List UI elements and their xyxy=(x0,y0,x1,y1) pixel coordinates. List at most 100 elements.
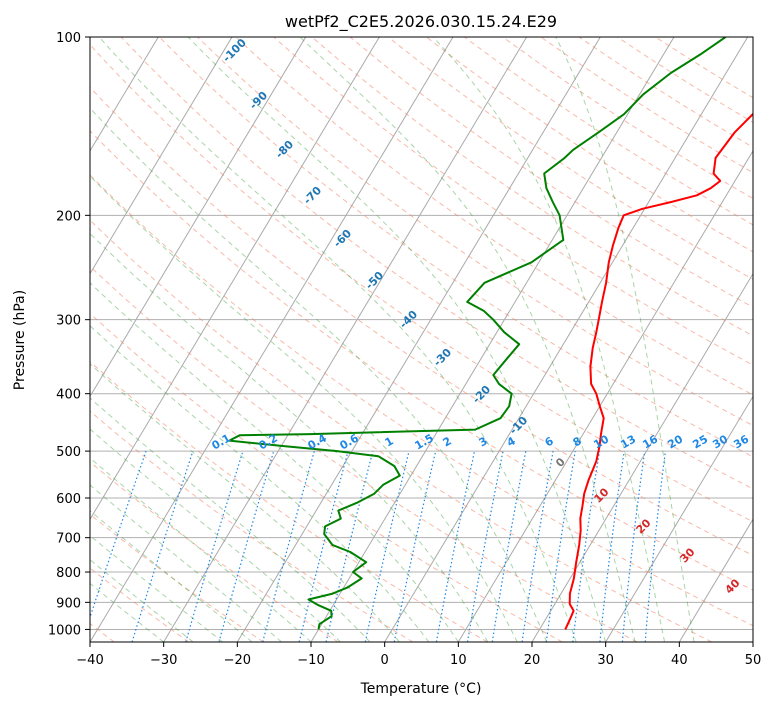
moist-adiabat xyxy=(90,559,194,642)
dry-adiabat xyxy=(90,461,339,642)
dry-adiabat xyxy=(655,37,753,99)
mixing-ratio-label: 6 xyxy=(543,434,556,449)
dry-adiabat xyxy=(616,37,753,123)
mixing-ratio-line xyxy=(644,451,666,642)
mixing-ratio-line xyxy=(621,451,646,642)
x-tick-label: 20 xyxy=(524,653,541,668)
moist-adiabat xyxy=(90,107,548,642)
dewpoint-profile xyxy=(228,37,727,630)
y-tick-label: 600 xyxy=(56,492,81,507)
x-axis-label: Temperature (°C) xyxy=(360,681,482,697)
isotherm xyxy=(236,37,601,642)
y-tick-label: 500 xyxy=(56,445,81,460)
dry-adiabat xyxy=(90,174,753,627)
x-tick-label: 50 xyxy=(745,653,762,668)
isotherm xyxy=(90,37,454,642)
dry-adiabat xyxy=(90,360,488,642)
isotherm xyxy=(90,37,233,275)
isotherm xyxy=(678,518,753,642)
x-tick-label: −10 xyxy=(297,653,324,668)
mixing-ratio-line xyxy=(364,450,410,642)
moist-adiabat xyxy=(432,37,666,642)
isotherm xyxy=(163,37,528,642)
isotherm xyxy=(90,37,159,152)
dry-adiabat xyxy=(90,130,753,591)
moist-adiabat xyxy=(90,282,459,642)
isotherm xyxy=(531,272,753,642)
dry-adiabat xyxy=(120,37,753,490)
moist-adiabat-label: 10 xyxy=(592,485,612,505)
mixing-ratio-line xyxy=(298,450,349,642)
y-tick-label: 800 xyxy=(56,566,81,581)
dry-adiabat xyxy=(90,43,753,523)
mixing-ratio-label: 30 xyxy=(710,432,730,451)
mixing-ratio-label: 36 xyxy=(731,432,751,451)
mixing-ratio-label: 10 xyxy=(591,432,611,451)
dry-adiabat-label: -30 xyxy=(431,346,454,369)
moist-adiabat xyxy=(90,582,164,642)
mixing-ratio-line xyxy=(185,450,244,642)
dry-adiabat-label: -70 xyxy=(301,184,324,207)
moist-adiabat xyxy=(90,428,341,642)
mixing-ratio-label: 20 xyxy=(665,432,685,451)
mixing-ratio-label: 2 xyxy=(441,434,454,449)
y-tick-label: 400 xyxy=(56,388,81,403)
dry-adiabat xyxy=(311,37,753,337)
y-tick-label: 100 xyxy=(56,31,81,46)
isotherm xyxy=(457,149,753,642)
y-tick-label: 900 xyxy=(56,596,81,611)
dry-adiabat-label: -80 xyxy=(273,138,296,161)
mixing-ratio-label: 16 xyxy=(640,432,660,451)
moist-adiabat xyxy=(90,397,371,642)
y-tick-label: 1000 xyxy=(48,623,81,638)
mixing-ratio-line xyxy=(218,450,275,642)
moist-adiabat xyxy=(299,37,636,642)
dry-adiabat-label: -60 xyxy=(331,227,354,250)
mixing-ratio-label: 0.1 xyxy=(210,431,233,452)
mixing-ratio-line xyxy=(572,451,601,642)
y-axis-label: Pressure (hPa) xyxy=(12,290,28,390)
moist-adiabat xyxy=(90,175,518,642)
mixing-ratio-label: 3 xyxy=(477,434,490,449)
moist-adiabat xyxy=(90,232,489,642)
x-tick-label: −40 xyxy=(76,653,103,668)
dry-adiabat-label: -90 xyxy=(247,89,270,112)
y-tick-label: 200 xyxy=(56,209,81,224)
dry-adiabat xyxy=(349,37,753,308)
dry-adiabat-label: -100 xyxy=(220,36,249,65)
mixing-ratio-line xyxy=(545,451,576,642)
isotherm xyxy=(384,37,749,642)
x-tick-label: −30 xyxy=(150,653,177,668)
isotherm xyxy=(752,641,753,642)
moist-adiabat xyxy=(187,37,607,642)
isotherm xyxy=(0,37,11,642)
dry-adiabat xyxy=(90,265,638,642)
moist-adiabat xyxy=(90,510,253,642)
dry-adiabat xyxy=(158,37,753,458)
chart-title: wetPf2_C2E5.2026.030.15.24.E29 xyxy=(285,12,557,32)
temperature-profile xyxy=(564,112,753,630)
dry-adiabat xyxy=(387,37,753,280)
mixing-ratio-label: 25 xyxy=(690,433,710,452)
dry-adiabat-label: -50 xyxy=(363,269,386,292)
isotherm xyxy=(605,395,753,642)
dry-adiabat xyxy=(90,312,563,642)
plot-frame xyxy=(89,36,754,643)
moist-adiabat-label: 20 xyxy=(634,516,654,536)
moist-adiabat xyxy=(555,37,695,642)
mixing-ratio-line xyxy=(325,450,374,642)
mixing-ratio-line xyxy=(599,451,625,642)
dry-adiabat xyxy=(197,37,753,427)
moist-adiabat xyxy=(90,457,312,642)
x-tick-label: 10 xyxy=(450,653,467,668)
moist-adiabat xyxy=(90,363,400,642)
dry-adiabat-label: -20 xyxy=(470,383,493,406)
isotherm xyxy=(90,37,380,521)
isopleth-labels: -100-90-80-70-60-50-40-30-20-100.1 0.2 0.4… xyxy=(210,36,752,597)
moist-adiabat-label: 40 xyxy=(723,576,743,596)
dry-adiabat xyxy=(90,86,753,557)
mixing-ratio-label: 0.6 xyxy=(338,431,362,452)
moist-adiabat xyxy=(90,484,282,642)
moist-adiabat xyxy=(90,325,430,642)
